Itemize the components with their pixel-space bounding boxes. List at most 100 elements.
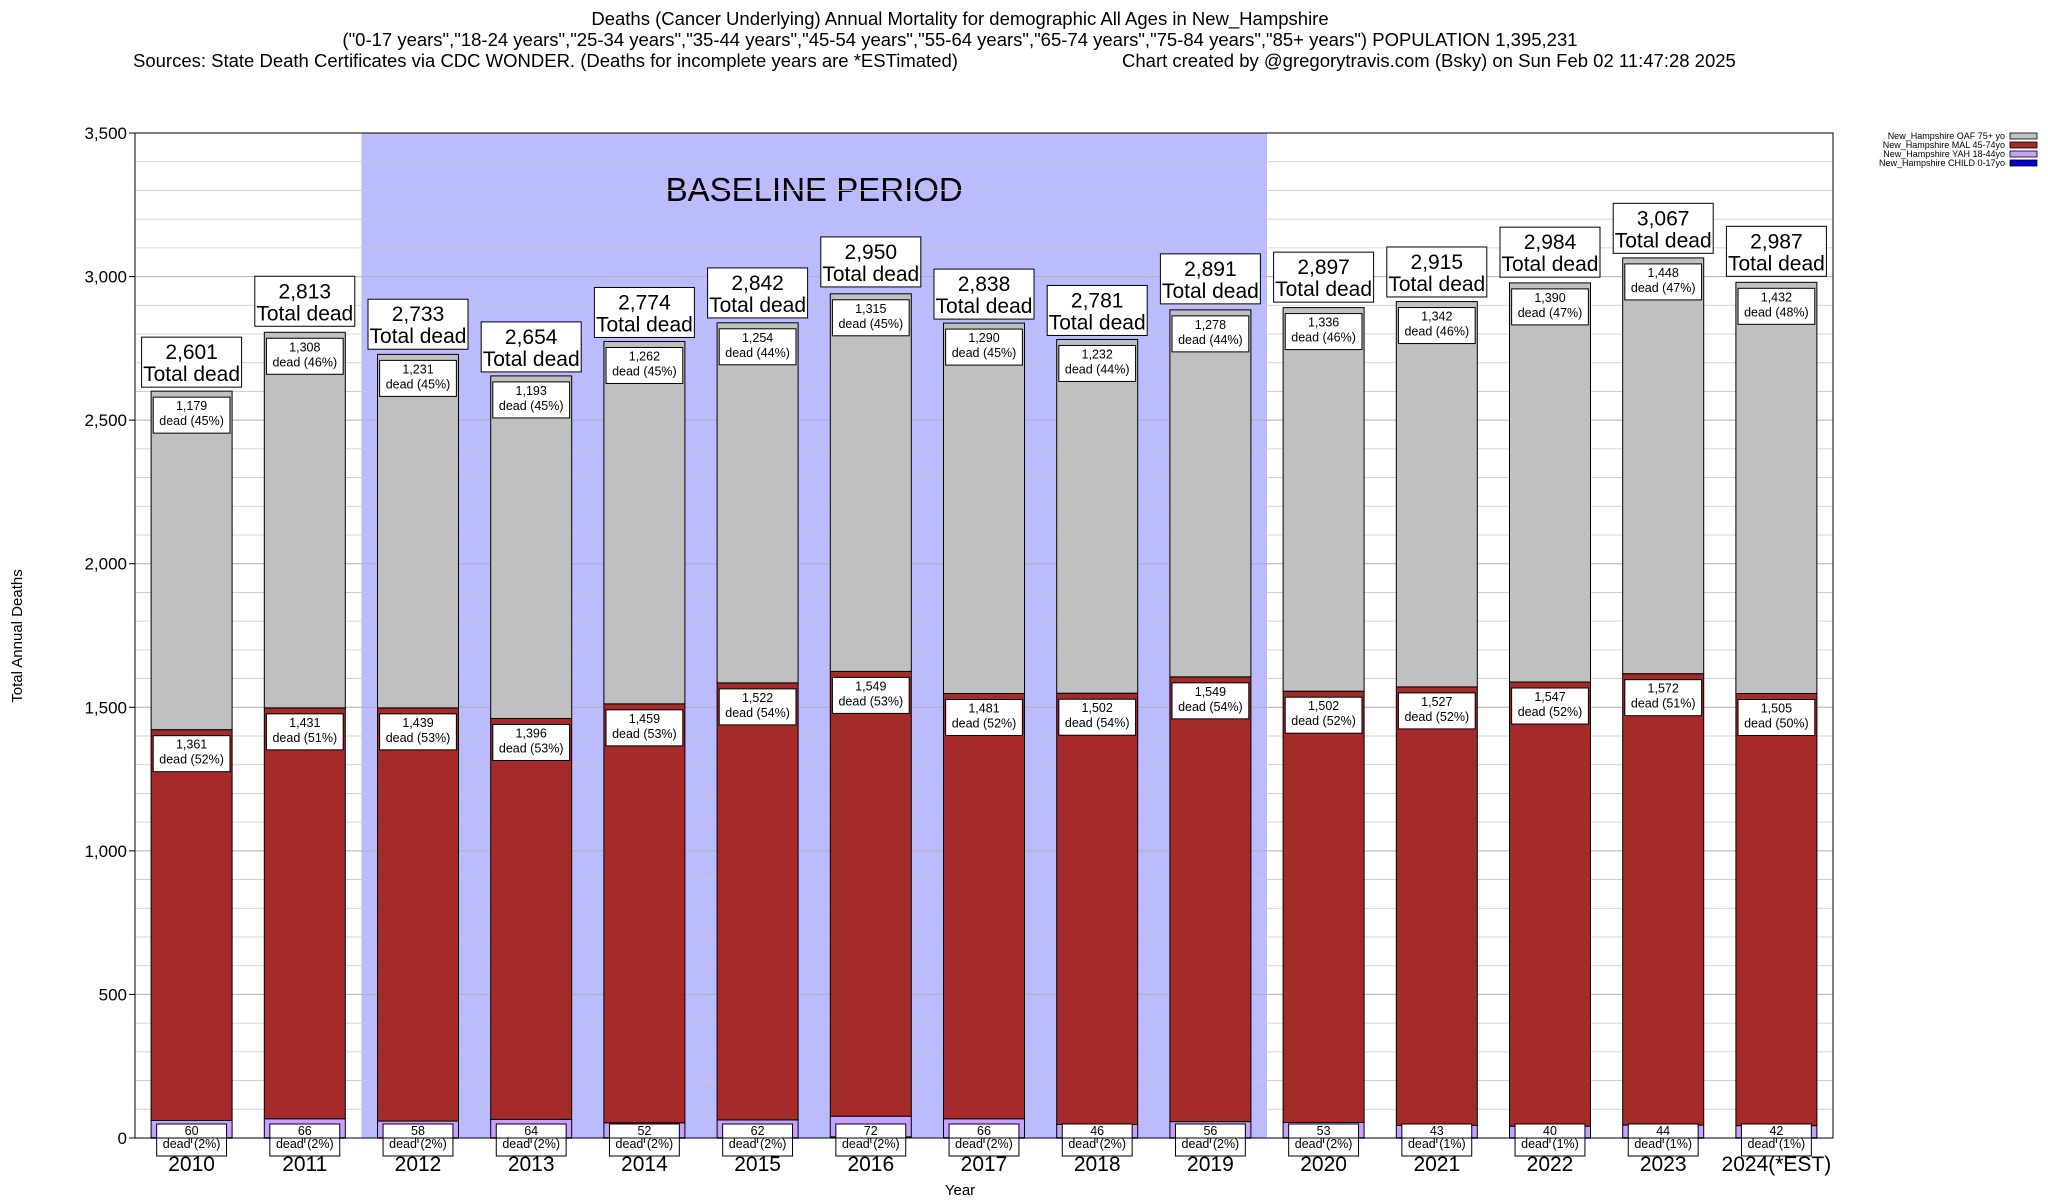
x-tick-label: 2022 (1527, 1153, 1574, 1176)
bar-oaf (490, 375, 573, 719)
bar-oaf (1169, 309, 1252, 678)
x-tick-label: 2012 (395, 1153, 442, 1176)
total-label-box (707, 267, 809, 319)
label-mal-text: dead (50%) (1744, 717, 1809, 731)
total-label-value: 2,781 (1071, 289, 1124, 312)
label-mal-text: 1,459 (629, 712, 660, 726)
label-oaf-box (1171, 315, 1250, 353)
total-label-value: 2,891 (1184, 258, 1237, 281)
label-yah-text: dead (2%) (1182, 1137, 1240, 1151)
label-oaf-text: dead (47%) (1631, 281, 1696, 295)
total-label-value: 2,950 (845, 241, 898, 264)
bar-mal (1509, 681, 1591, 1127)
label-oaf-text: dead (46%) (1291, 331, 1356, 345)
legend-label: New_Hampshire OAF 75+ yo (1888, 131, 2005, 141)
label-mal-text: dead (54%) (1178, 700, 1243, 714)
total-label-box (480, 321, 582, 373)
x-tick-label: 2014 (621, 1153, 668, 1176)
bar-oaf (377, 353, 459, 709)
label-yah-text: 40 (1543, 1124, 1557, 1138)
label-oaf-text: 1,432 (1761, 290, 1792, 304)
total-label-word: Total dead (1388, 273, 1485, 296)
y-tick-label: 2,500 (84, 411, 127, 430)
label-oaf-text: 1,342 (1421, 310, 1452, 324)
bar-mal (1056, 692, 1139, 1126)
chart-credit: Chart created by @gregorytravis.com (Bsk… (1122, 50, 1736, 71)
label-mal-text: 1,502 (1082, 701, 1113, 715)
total-label-word: Total dead (1049, 311, 1146, 334)
bars-layer (150, 257, 1818, 1139)
label-yah-text: 42 (1769, 1124, 1783, 1138)
y-tick-label: 2,000 (84, 555, 127, 574)
label-oaf-text: 1,336 (1308, 316, 1339, 330)
label-oaf-text: dead (45%) (838, 317, 903, 331)
label-mal-text: 1,439 (402, 716, 433, 730)
total-label-word: Total dead (1502, 253, 1599, 276)
label-oaf-text: 1,278 (1195, 318, 1226, 332)
total-label-value: 2,897 (1297, 256, 1350, 279)
label-yah-box (948, 1123, 1020, 1157)
label-mal-text: 1,527 (1421, 695, 1452, 709)
x-tick-label: 2011 (282, 1153, 327, 1176)
label-mal-text: 1,505 (1761, 702, 1792, 716)
label-mal-text: dead (53%) (386, 731, 451, 745)
total-label-value: 2,601 (165, 341, 218, 364)
label-yah-text: dead (1%) (1634, 1137, 1692, 1151)
label-mal-box (265, 713, 344, 751)
total-label-word: Total dead (1728, 252, 1825, 275)
label-oaf-text: 1,290 (968, 331, 999, 345)
total-label-word: Total dead (483, 348, 580, 371)
bar-mal (1735, 693, 1818, 1127)
bar-oaf (716, 322, 799, 684)
legend-swatch (2009, 132, 2038, 140)
label-oaf-box (265, 337, 344, 375)
x-tick-label: 2024(*EST) (1722, 1153, 1832, 1176)
label-mal-text: 1,572 (1648, 682, 1679, 696)
legend-swatch (2009, 141, 2038, 149)
label-mal-text: dead (52%) (1404, 710, 1469, 724)
label-oaf-text: 1,232 (1082, 347, 1113, 361)
legend-swatch (2009, 159, 2038, 167)
total-label-word: Total dead (1275, 278, 1372, 301)
label-yah-text: dead (2%) (616, 1137, 674, 1151)
label-oaf-box (152, 396, 231, 434)
label-yah-text: 43 (1430, 1124, 1444, 1138)
label-mal-box (605, 709, 684, 747)
label-mal-text: 1,547 (1534, 690, 1565, 704)
total-label-word: Total dead (143, 363, 240, 386)
label-yah-text: dead (2%) (1295, 1137, 1353, 1151)
bar-mal (603, 703, 686, 1124)
label-yah-text: dead (2%) (1068, 1137, 1126, 1151)
total-label-box (141, 336, 243, 388)
total-label-value: 3,067 (1637, 207, 1690, 230)
bar-mal (716, 682, 799, 1121)
bar-oaf (1735, 281, 1818, 695)
label-yah-text: 64 (524, 1124, 538, 1138)
label-yah-box (382, 1123, 454, 1157)
label-oaf-box (379, 359, 457, 397)
label-oaf-box (1511, 288, 1589, 326)
label-yah-text: dead (2%) (955, 1137, 1013, 1151)
label-mal-text: dead (52%) (1518, 705, 1583, 719)
label-oaf-box (492, 381, 571, 419)
